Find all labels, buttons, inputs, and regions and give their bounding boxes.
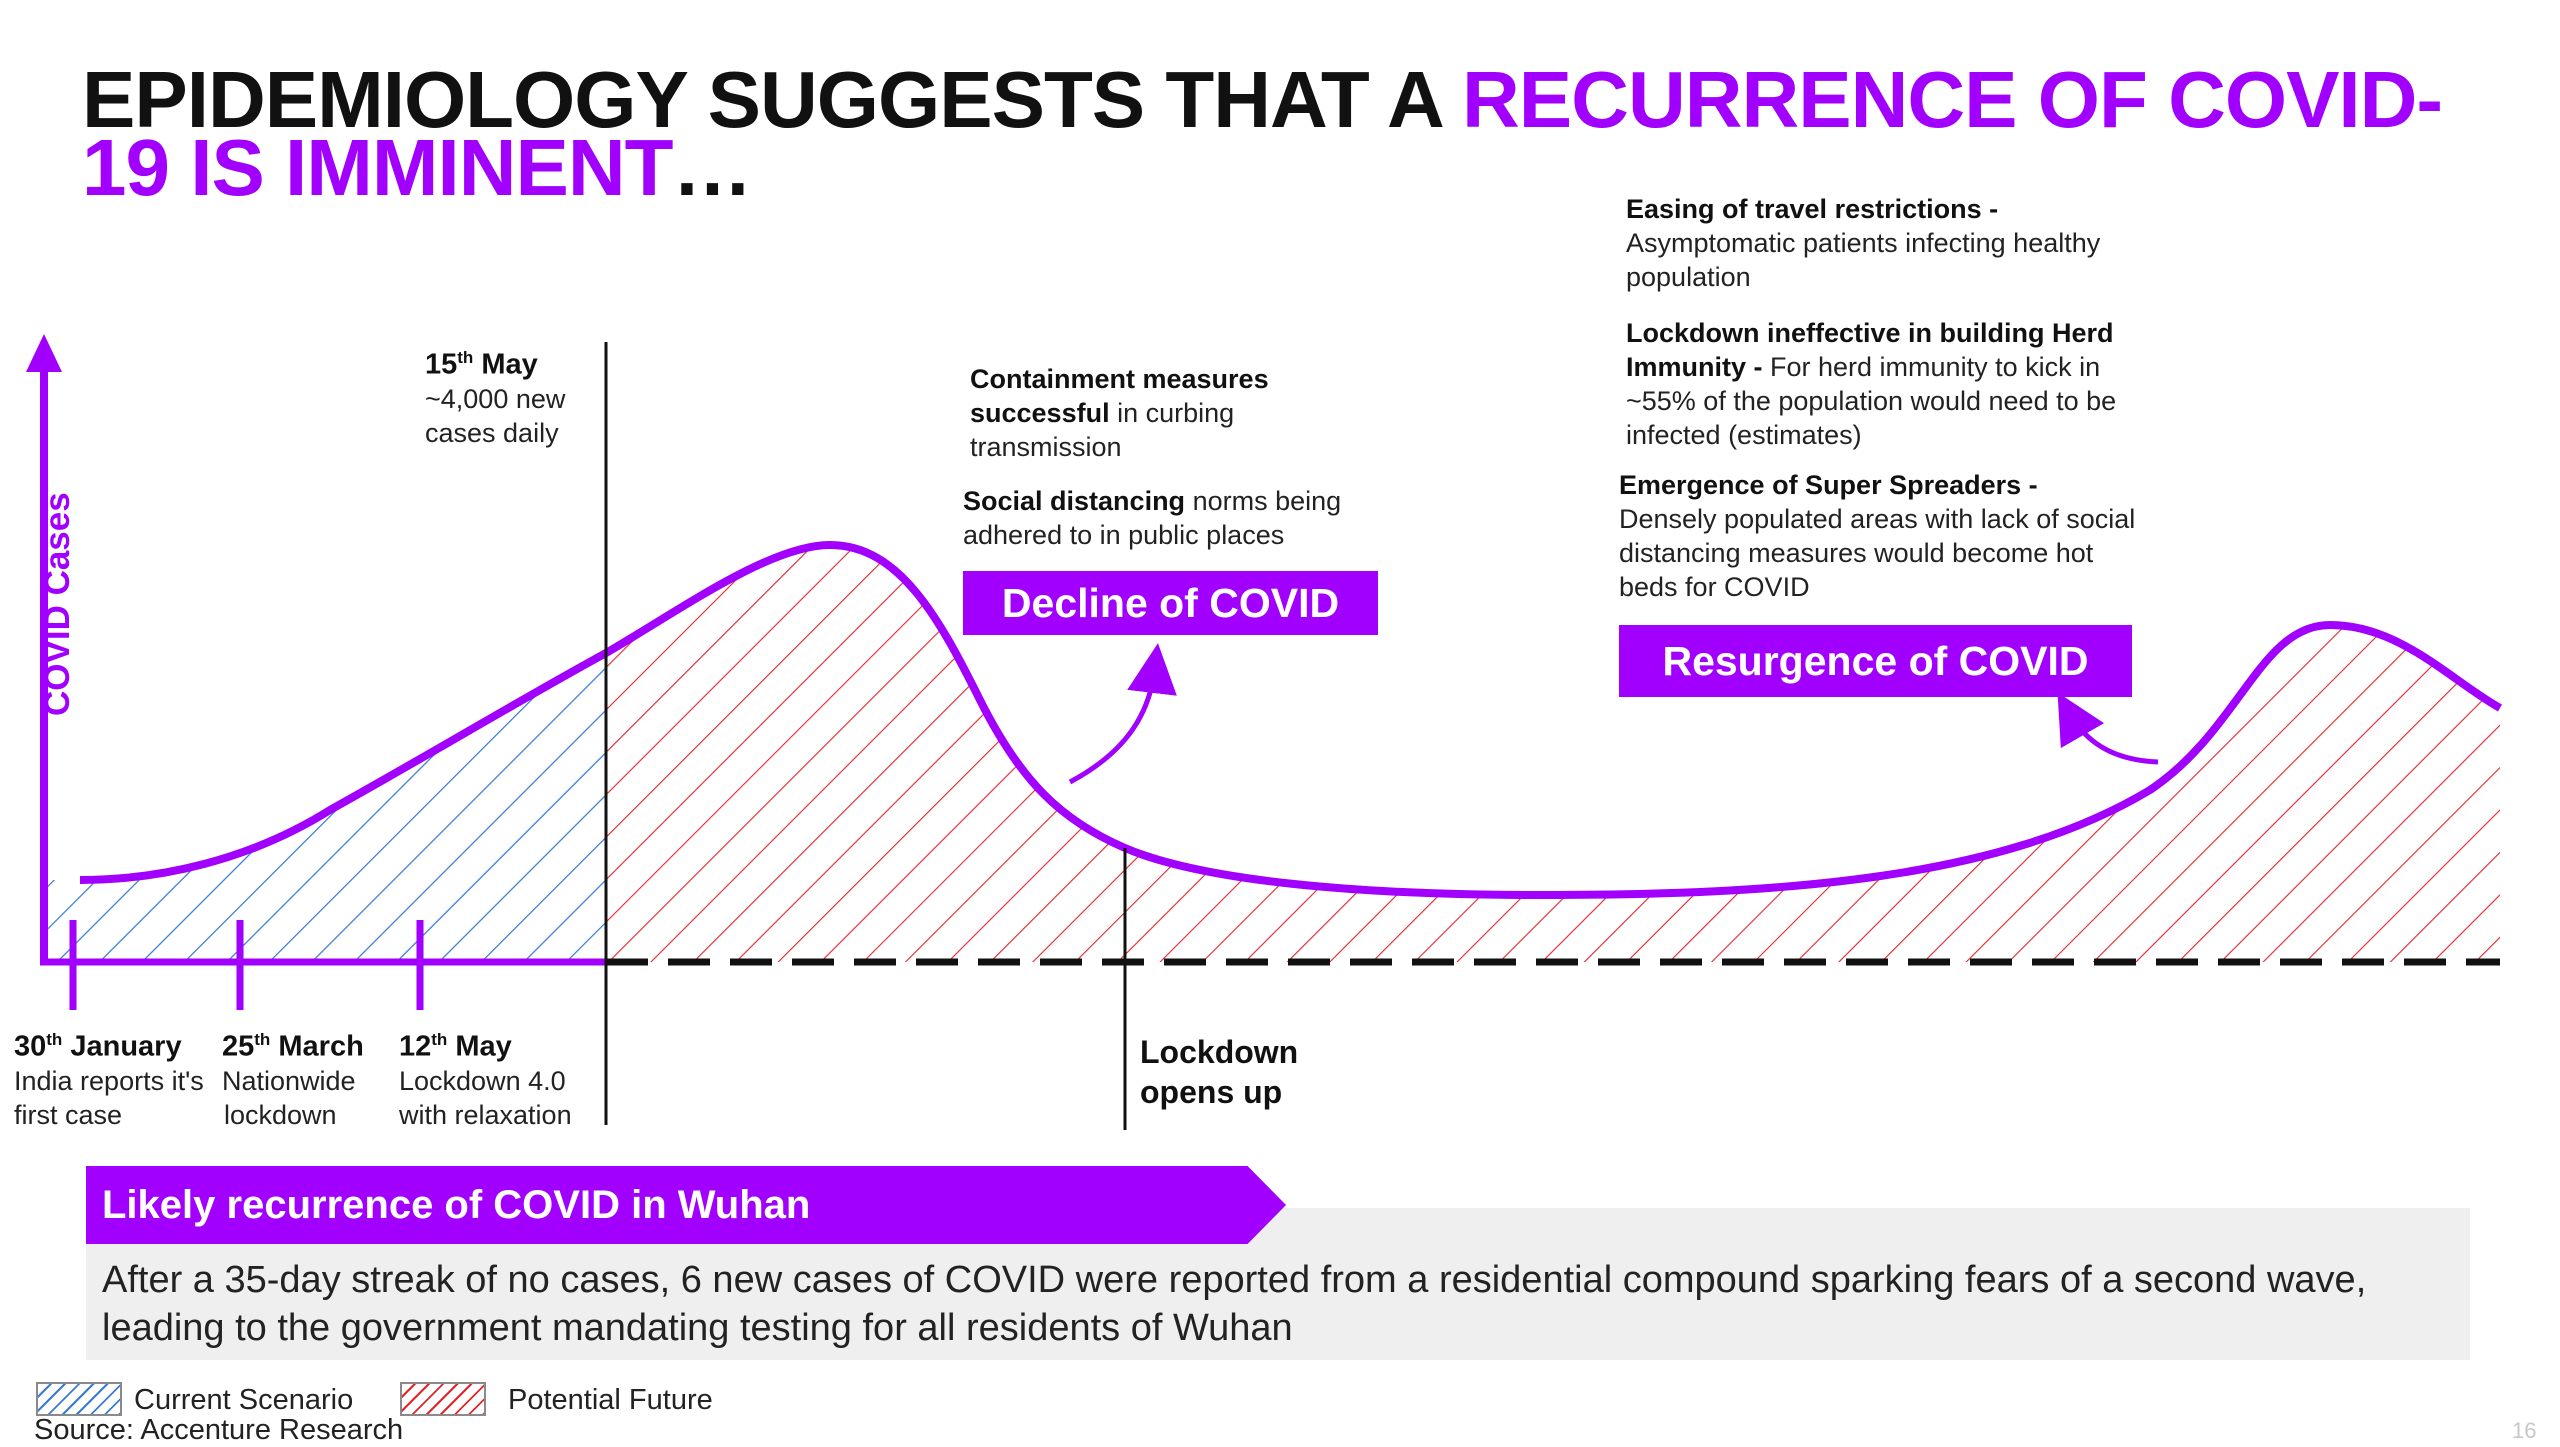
event-30-january: 30th January India reports it's first ca…	[14, 1030, 204, 1130]
slide-title: EPIDEMIOLOGY SUGGESTS THAT A RECURRENCE …	[82, 60, 2482, 208]
resurgence-note-2: Lockdown ineffective in building Herd Im…	[1626, 318, 2117, 450]
event-12-may: 12th May Lockdown 4.0 with relaxation	[399, 1030, 572, 1130]
resurgence-note-3: Emergence of Super Spreaders - Densely p…	[1619, 470, 2136, 602]
title-part-black: EPIDEMIOLOGY SUGGESTS THAT A	[82, 55, 1463, 144]
event-date: 15th May	[425, 348, 538, 381]
legend-label-current: Current Scenario	[134, 1384, 354, 1416]
source-note: Source: Accenture Research	[34, 1414, 404, 1446]
decline-note-2: Social distancing norms being adhered to…	[963, 486, 1342, 550]
potential-future-area	[606, 545, 2500, 962]
title-part-highlight: RECURRENCE OF COVID-	[1462, 55, 2443, 144]
wuhan-callout-banner: Likely recurrence of COVID in Wuhan	[86, 1166, 1286, 1244]
wuhan-callout-text: After a 35-day streak of no cases, 6 new…	[102, 1259, 2367, 1349]
legend-label-future: Potential Future	[508, 1384, 713, 1416]
cases-curve	[79, 540, 2502, 900]
event-25-march: 25th March Nationwide lockdown	[222, 1030, 364, 1130]
resurgence-note-1: Easing of travel restrictions - Asymptom…	[1626, 194, 2101, 292]
decline-arrow-icon	[1068, 643, 1177, 785]
event-line2: cases daily	[425, 417, 559, 448]
legend-swatch-current	[36, 1382, 122, 1416]
decline-note-1: Containment measures successful in curbi…	[970, 364, 1269, 462]
decline-of-covid-box: Decline of COVID	[963, 571, 1378, 635]
title-ellipsis: …	[672, 123, 753, 212]
current-scenario-area	[40, 653, 606, 962]
event-15-may: 15th May ~4,000 new cases daily	[425, 348, 565, 450]
resurgence-arrow-icon	[2057, 692, 2159, 765]
y-axis-arrow-icon	[26, 334, 62, 372]
page-number: 16	[2512, 1418, 2537, 1443]
event-line1: ~4,000 new	[425, 383, 566, 414]
resurgence-of-covid-box: Resurgence of COVID	[1619, 625, 2132, 697]
y-axis-label: COVID Cases	[38, 492, 77, 716]
title-part-highlight-2: 19 IS IMMINENT	[82, 123, 674, 212]
lockdown-opens-label: Lockdown opens up	[1140, 1034, 1299, 1110]
legend-swatch-future	[400, 1382, 486, 1416]
